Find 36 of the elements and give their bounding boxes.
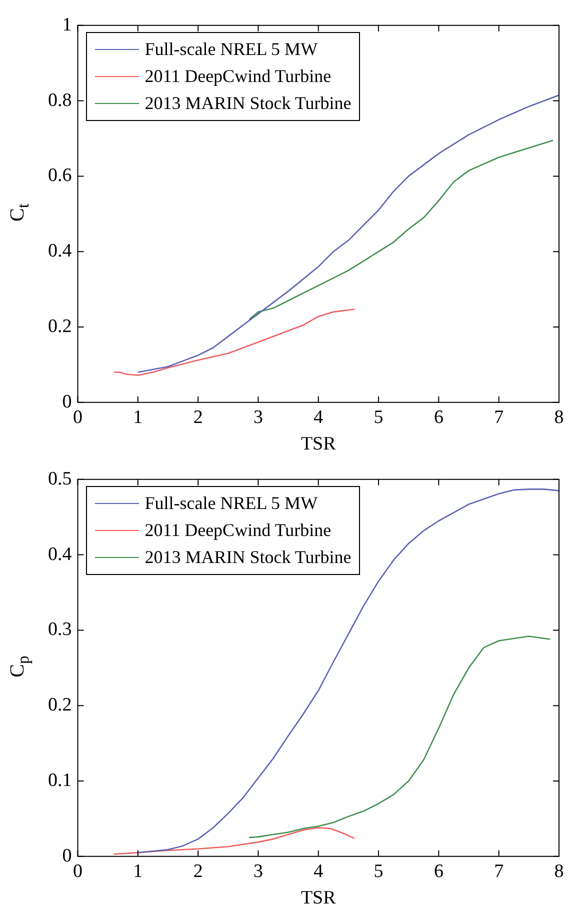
x-tick-label: 4	[314, 860, 324, 882]
y-tick-label: 0.6	[48, 165, 72, 186]
x-tick-label: 2	[193, 860, 203, 882]
y-tick-label: 0	[62, 391, 72, 412]
x-tick-label: 3	[253, 406, 263, 428]
x-tick-label: 5	[374, 406, 384, 428]
y-tick-label: 1	[62, 14, 72, 36]
x-tick-label: 2	[193, 406, 203, 428]
y-tick-label: 0.2	[48, 694, 72, 716]
y-tick-label: 0.1	[48, 770, 72, 791]
x-tick-label: 1	[133, 406, 143, 428]
x-tick-label: 7	[494, 406, 504, 428]
x-axis-title: TSR	[300, 434, 336, 455]
y-tick-label: 0.2	[48, 316, 72, 337]
y-tick-label: 0.4	[48, 544, 72, 565]
legend-label: 2013 MARIN Stock Turbine	[144, 546, 352, 570]
x-tick-label: 6	[434, 406, 444, 428]
x-tick-label: 5	[374, 860, 384, 882]
y-tick-label: 0.8	[48, 90, 72, 111]
legend-label: 2011 DeepCwind Turbine	[144, 65, 332, 88]
x-tick-label: 8	[554, 860, 564, 882]
y-tick-label: 0.4	[48, 240, 72, 262]
x-tick-label: 4	[314, 406, 324, 428]
x-tick-label: 1	[133, 860, 143, 882]
y-tick-label: 0	[62, 845, 72, 866]
y-tick-label: 0.5	[48, 468, 72, 490]
y-tick-label: 0.3	[48, 619, 72, 640]
x-tick-label: 3	[253, 860, 263, 882]
legend-label: 2013 MARIN Stock Turbine	[144, 92, 352, 116]
x-tick-label: 6	[434, 860, 444, 882]
legend-label: Full-scale NREL 5 MW	[144, 492, 318, 516]
x-axis-title: TSR	[300, 888, 336, 909]
x-tick-label: 7	[494, 860, 504, 882]
legend-label: 2011 DeepCwind Turbine	[144, 519, 332, 542]
legend-label: Full-scale NREL 5 MW	[144, 38, 318, 62]
x-tick-label: 8	[554, 406, 564, 428]
